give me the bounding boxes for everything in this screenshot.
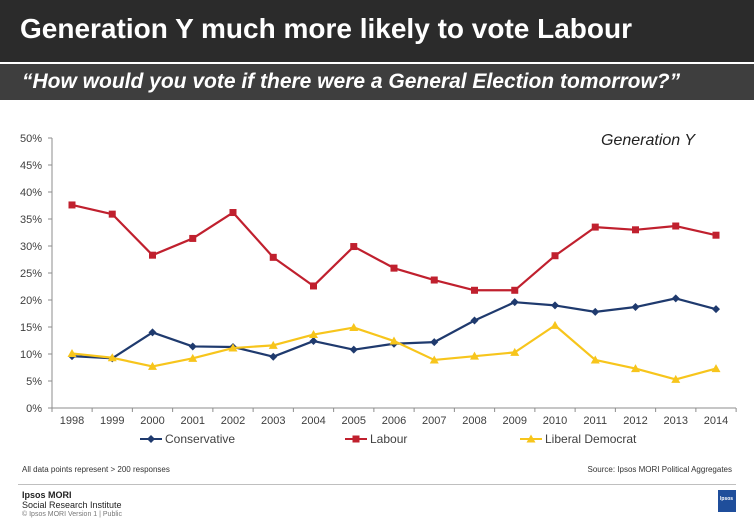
legend-label-conservative: Conservative <box>165 432 235 446</box>
y-tick-label: 50% <box>20 133 42 145</box>
y-tick-label: 35% <box>20 214 42 226</box>
x-tick-label: 2004 <box>301 415 325 427</box>
data-point-labour <box>551 252 559 260</box>
data-point-labour <box>672 222 680 230</box>
data-point-liberal-democrat <box>309 330 318 339</box>
data-point-liberal-democrat <box>631 364 640 373</box>
x-tick-label: 2011 <box>583 415 607 427</box>
data-point-liberal-democrat <box>349 323 359 332</box>
logo-text: Ipsos <box>720 496 734 502</box>
brand-institute: Social Research Institute <box>22 500 122 510</box>
footnote-source: Source: Ipsos MORI Political Aggregates <box>587 465 732 474</box>
x-tick-label: 2008 <box>462 415 486 427</box>
title-bar: Generation Y much more likely to vote La… <box>0 0 754 62</box>
page-title: Generation Y much more likely to vote La… <box>20 13 633 44</box>
x-tick-label: 2002 <box>221 415 245 427</box>
data-point-labour <box>108 210 116 218</box>
data-point-labour <box>430 276 438 284</box>
data-point-labour <box>310 282 317 290</box>
x-tick-label: 2005 <box>342 415 366 427</box>
data-point-conservative <box>631 303 640 312</box>
data-point-labour <box>269 253 277 261</box>
x-tick-label: 2012 <box>623 415 647 427</box>
data-point-labour <box>189 234 197 242</box>
brand-version: © Ipsos MORI Version 1 | Public <box>22 511 122 518</box>
y-tick-label: 10% <box>20 349 42 361</box>
data-point-conservative <box>309 337 318 346</box>
x-tick-label: 2001 <box>181 415 205 427</box>
data-point-liberal-democrat <box>148 361 157 370</box>
x-tick-label: 2010 <box>543 415 567 427</box>
data-point-liberal-democrat <box>590 355 600 364</box>
legend-marker-labour <box>352 435 360 443</box>
data-point-conservative <box>470 316 479 325</box>
legend-marker-liberal-democrat <box>526 434 536 443</box>
series-line-conservative <box>71 297 717 360</box>
data-point-labour <box>511 286 519 294</box>
footer-divider <box>18 484 736 485</box>
data-point-liberal-democrat <box>671 374 681 383</box>
x-tick-label: 2003 <box>261 415 285 427</box>
data-point-conservative <box>671 294 680 303</box>
data-point-conservative <box>349 345 358 354</box>
data-point-liberal-democrat <box>429 355 439 364</box>
data-point-conservative <box>148 328 157 337</box>
y-tick-label: 30% <box>20 241 42 253</box>
data-point-liberal-democrat <box>268 340 278 349</box>
data-point-labour <box>229 209 237 217</box>
legend-marker-conservative <box>147 435 155 443</box>
y-tick-label: 45% <box>20 160 42 172</box>
legend-label-liberal-democrat: Liberal Democrat <box>545 432 637 446</box>
chart-annotation: Generation Y <box>601 132 696 149</box>
data-point-labour <box>390 264 398 272</box>
data-point-conservative <box>551 301 559 310</box>
data-point-liberal-democrat <box>67 348 77 357</box>
x-tick-label: 2014 <box>704 415 728 427</box>
data-point-labour <box>591 223 599 231</box>
data-point-conservative <box>591 307 600 316</box>
data-point-labour <box>471 286 478 294</box>
x-tick-label: 1998 <box>60 415 84 427</box>
data-point-labour <box>68 201 76 209</box>
x-tick-label: 2009 <box>503 415 527 427</box>
data-point-liberal-democrat <box>389 336 399 345</box>
y-tick-label: 5% <box>26 376 42 388</box>
y-tick-label: 40% <box>20 187 42 199</box>
subtitle-bar: “How would you vote if there were a Gene… <box>0 64 754 100</box>
series-line-labour <box>71 203 717 292</box>
data-point-liberal-democrat <box>550 320 560 329</box>
data-point-liberal-democrat <box>188 353 198 362</box>
data-point-liberal-democrat <box>711 364 721 373</box>
data-point-liberal-democrat <box>470 351 479 360</box>
brand-name: Ipsos MORI <box>22 490 72 500</box>
data-point-labour <box>712 231 720 239</box>
y-tick-label: 15% <box>20 322 42 334</box>
x-tick-label: 2006 <box>382 415 406 427</box>
data-point-conservative <box>430 338 439 347</box>
data-point-labour <box>350 243 358 251</box>
line-chart: 0% 5% 10% 15% 20% 25% 30% 35% 40% 45% 50% 1998 1999 2… <box>20 132 737 446</box>
ipsos-logo-icon: Ipsos <box>718 490 736 512</box>
x-tick-label: 1999 <box>100 415 124 427</box>
x-tick-label: 2007 <box>422 415 446 427</box>
data-point-conservative <box>269 352 278 361</box>
data-point-conservative <box>712 305 720 314</box>
data-point-labour <box>632 226 639 234</box>
x-tick-label: 2000 <box>140 415 164 427</box>
data-point-conservative <box>510 298 519 307</box>
legend-label-labour: Labour <box>370 432 407 446</box>
footnote-sample-note: All data points represent > 200 response… <box>22 465 170 474</box>
data-point-liberal-democrat <box>228 343 238 352</box>
series-line-liberal-democrat <box>71 324 717 381</box>
brand-block: Ipsos MORI Social Research Institute © I… <box>22 490 122 520</box>
data-point-labour <box>149 251 156 259</box>
y-tick-label: 25% <box>20 268 42 280</box>
page-subtitle: “How would you vote if there were a Gene… <box>22 70 681 93</box>
y-tick-label: 20% <box>20 295 42 307</box>
x-tick-label: 2013 <box>664 415 688 427</box>
y-tick-label: 0% <box>26 403 42 415</box>
data-point-liberal-democrat <box>510 347 520 356</box>
data-point-liberal-democrat <box>107 353 117 362</box>
data-point-conservative <box>188 342 197 351</box>
